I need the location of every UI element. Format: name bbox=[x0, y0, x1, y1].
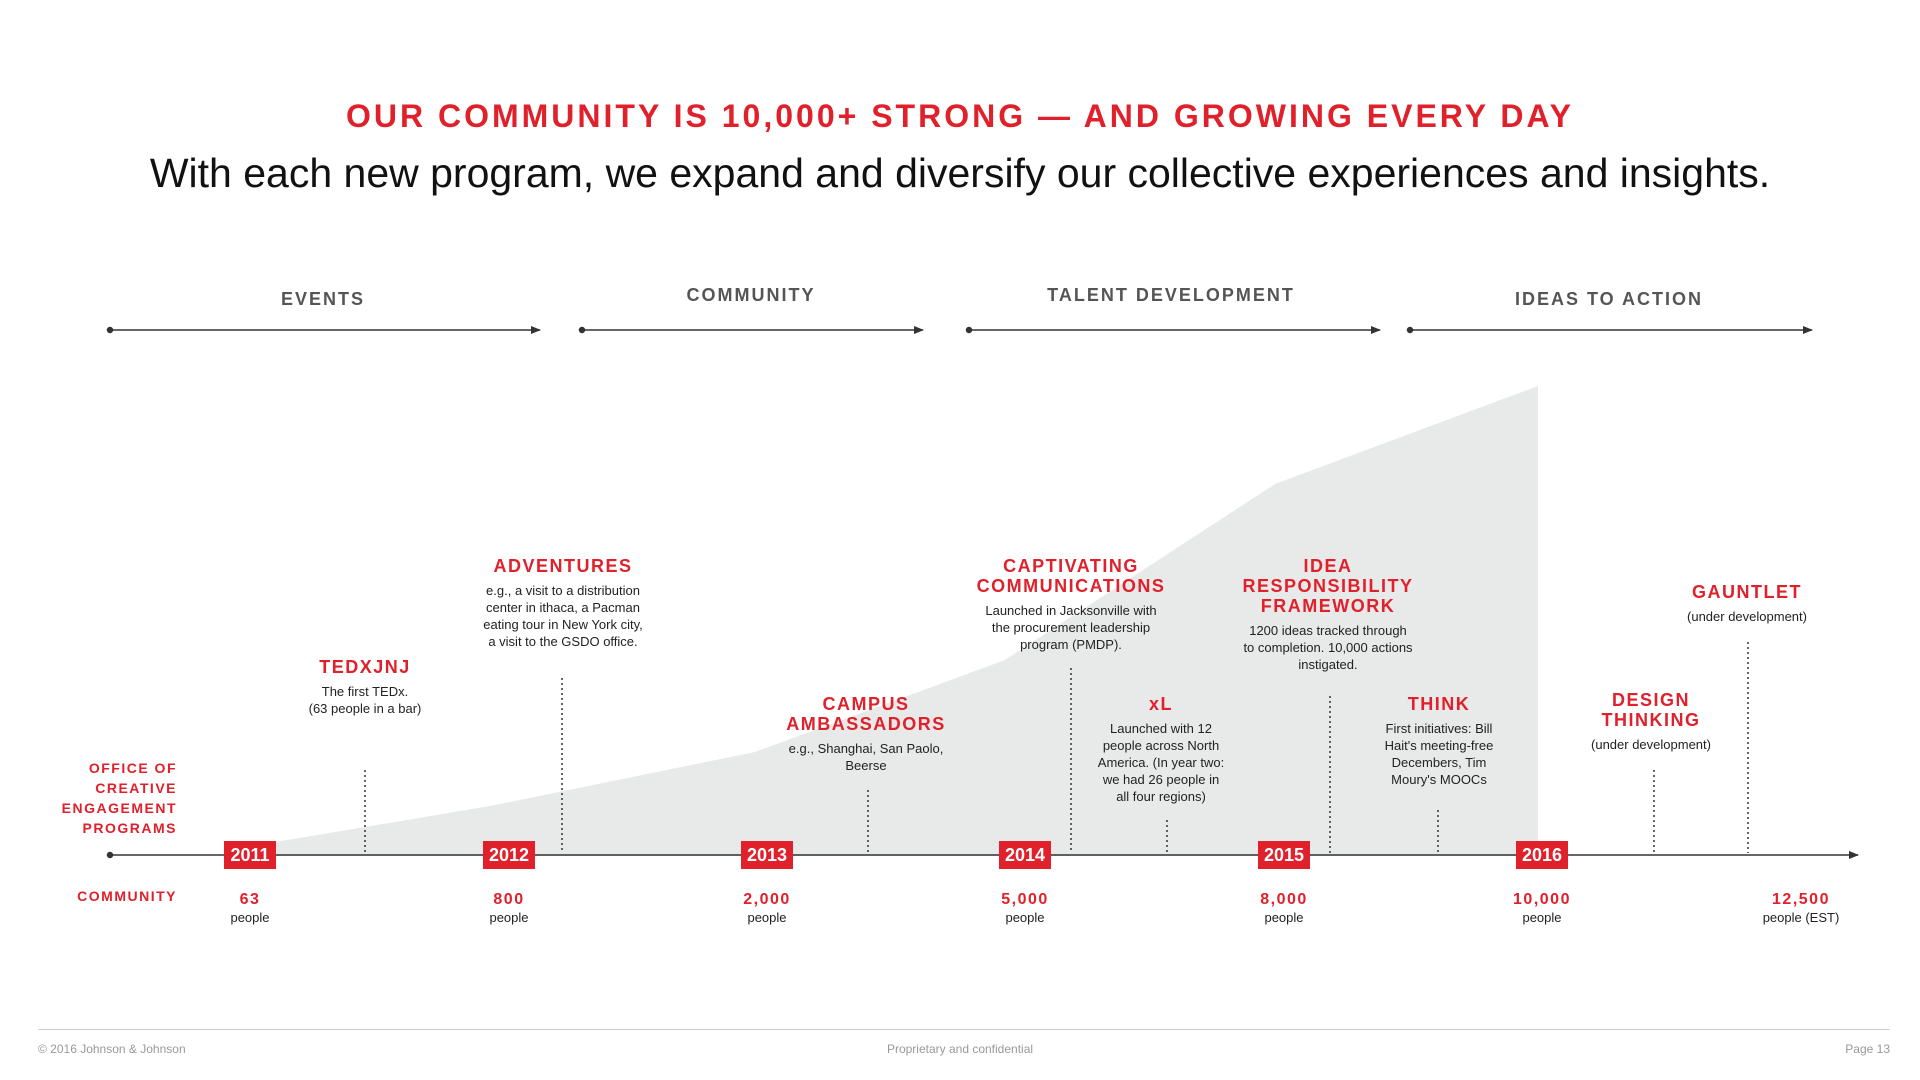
program-think: THINK First initiatives: Bill Hait's meet… bbox=[1384, 694, 1494, 787]
phase-arrows bbox=[106, 326, 1813, 334]
program-xl: xL Launched with 12 people across North A… bbox=[1097, 694, 1225, 804]
headline: OUR COMMUNITY IS 10,000+ STRONG — AND GR… bbox=[345, 98, 1574, 134]
program-adventures: ADVENTURES e.g., a visit to a distributi… bbox=[483, 556, 643, 649]
program-design-thinking: DESIGN THINKING (under development) bbox=[1591, 690, 1711, 752]
footer-page-number: Page 13 bbox=[1845, 1042, 1890, 1056]
subheadline: With each new program, we expand and div… bbox=[149, 150, 1771, 196]
program-leader-lines bbox=[364, 642, 1749, 853]
community-count: 63 people bbox=[230, 891, 270, 925]
year-badge: 2012 bbox=[483, 841, 535, 869]
row-label-programs: OFFICE OF CREATIVE ENGAGEMENT PROGRAMS bbox=[61, 760, 177, 836]
year-badge: 2013 bbox=[741, 841, 793, 869]
program-campus-ambassadors: CAMPUS AMBASSADORS e.g., Shanghai, San P… bbox=[786, 694, 946, 773]
year-badge: 2015 bbox=[1258, 841, 1310, 869]
year-badge: 2014 bbox=[999, 841, 1051, 869]
footer-divider bbox=[38, 1029, 1890, 1030]
footer-copyright: © 2016 Johnson & Johnson bbox=[38, 1042, 186, 1056]
phase-label-ideas-to-action: IDEAS TO ACTION bbox=[1514, 289, 1704, 309]
footer-confidential: Proprietary and confidential bbox=[886, 1042, 1034, 1056]
year-badge: 2011 bbox=[224, 841, 276, 869]
community-count: 12,500 people (EST) bbox=[1762, 891, 1840, 925]
program-gauntlet: GAUNTLET (under development) bbox=[1687, 582, 1807, 624]
phase-label-community: COMMUNITY bbox=[686, 285, 816, 305]
program-tedxjnj: TEDXJNJ The first TEDx. (63 people in a b… bbox=[308, 657, 422, 716]
community-count: 10,000 people bbox=[1513, 891, 1571, 925]
phase-label-talent-development: TALENT DEVELOPMENT bbox=[1047, 285, 1295, 305]
community-count: 800 people bbox=[489, 891, 529, 925]
community-growth-area bbox=[252, 386, 1538, 856]
program-captivating-communications: CAPTIVATING COMMUNICATIONS Launched in J… bbox=[976, 556, 1166, 652]
community-count: 5,000 people bbox=[1001, 891, 1049, 925]
program-idea-responsibility-framework: IDEA RESPONSIBILITY FRAMEWORK 1200 ideas… bbox=[1242, 556, 1414, 672]
row-label-community: COMMUNITY bbox=[77, 888, 177, 904]
community-count: 8,000 people bbox=[1260, 891, 1308, 925]
community-count: 2,000 people bbox=[743, 891, 791, 925]
year-badge: 2016 bbox=[1516, 841, 1568, 869]
phase-label-events: EVENTS bbox=[280, 289, 366, 309]
